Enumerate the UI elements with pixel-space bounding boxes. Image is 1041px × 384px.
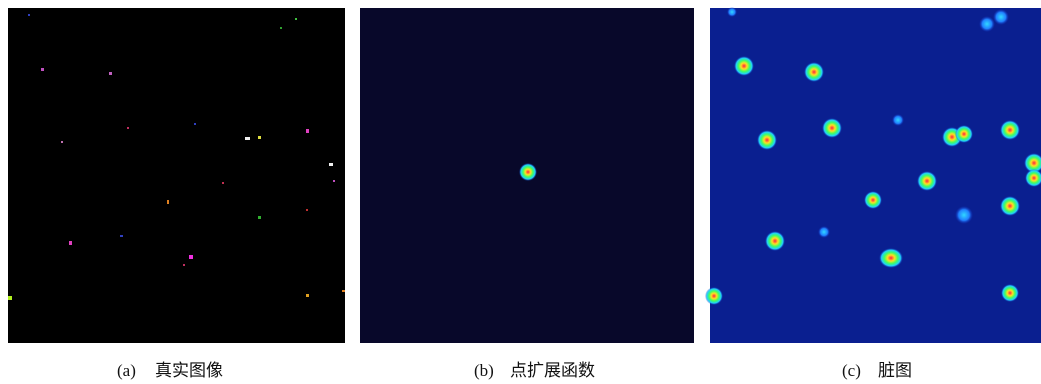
image-background [710,8,1041,343]
figure: (a) 真实图像 (b) 点扩展函数 (c) 脏图 [0,0,1041,384]
blob-mark [955,206,973,224]
blob-mark [864,191,882,209]
blob-mark [306,129,309,133]
blob-mark [120,235,123,237]
caption-text: 真实图像 [155,361,223,380]
blob-mark [183,264,185,266]
blob-mark [879,248,903,268]
blob-mark [1001,284,1019,302]
blob-mark [222,182,224,184]
blob-mark [804,62,824,82]
page: (a) 真实图像 (b) 点扩展函数 (c) 脏图 (() => { const… [0,0,1041,384]
blob-mark [1000,196,1020,216]
caption-text: 点扩展函数 [510,361,595,380]
blob-mark [329,163,333,166]
blob-mark [822,118,842,138]
blob-mark [28,14,30,16]
blob-mark [757,130,777,150]
panel-true-image [8,8,345,343]
panel-psf [360,8,694,343]
blob-mark [765,231,785,251]
blob-mark [1000,120,1020,140]
blob-mark [127,127,129,129]
blob-mark [295,18,297,20]
blob-mark [727,7,737,17]
caption-label: (c) [842,361,861,380]
blob-mark [258,216,261,219]
blob-mark [189,255,193,259]
blob-mark [705,287,723,305]
blob-mark [280,27,282,29]
blob-mark [41,68,44,71]
blob-mark [109,72,112,75]
blob-mark [8,296,12,300]
blob-mark [258,136,261,139]
blob-mark [342,290,345,292]
blob-mark [69,241,72,245]
blob-mark [955,125,973,143]
blob-mark [194,123,196,125]
caption-text: 脏图 [878,361,912,380]
blob-mark [61,141,63,143]
blob-mark [734,56,754,76]
blob-mark [245,137,250,140]
blob-mark [917,171,937,191]
psf-peak [519,163,537,181]
caption-label: (a) [117,361,136,380]
panel-dirty-image [705,7,1041,343]
caption-label: (b) [474,361,494,380]
blob-mark [333,180,335,182]
blob-mark [818,226,830,238]
blob-mark [892,114,904,126]
blob-mark [306,294,309,297]
blob-mark [306,209,308,211]
blob-mark [979,16,995,32]
blob-mark [167,200,169,204]
blob-mark [993,9,1009,25]
image-background [8,8,345,343]
